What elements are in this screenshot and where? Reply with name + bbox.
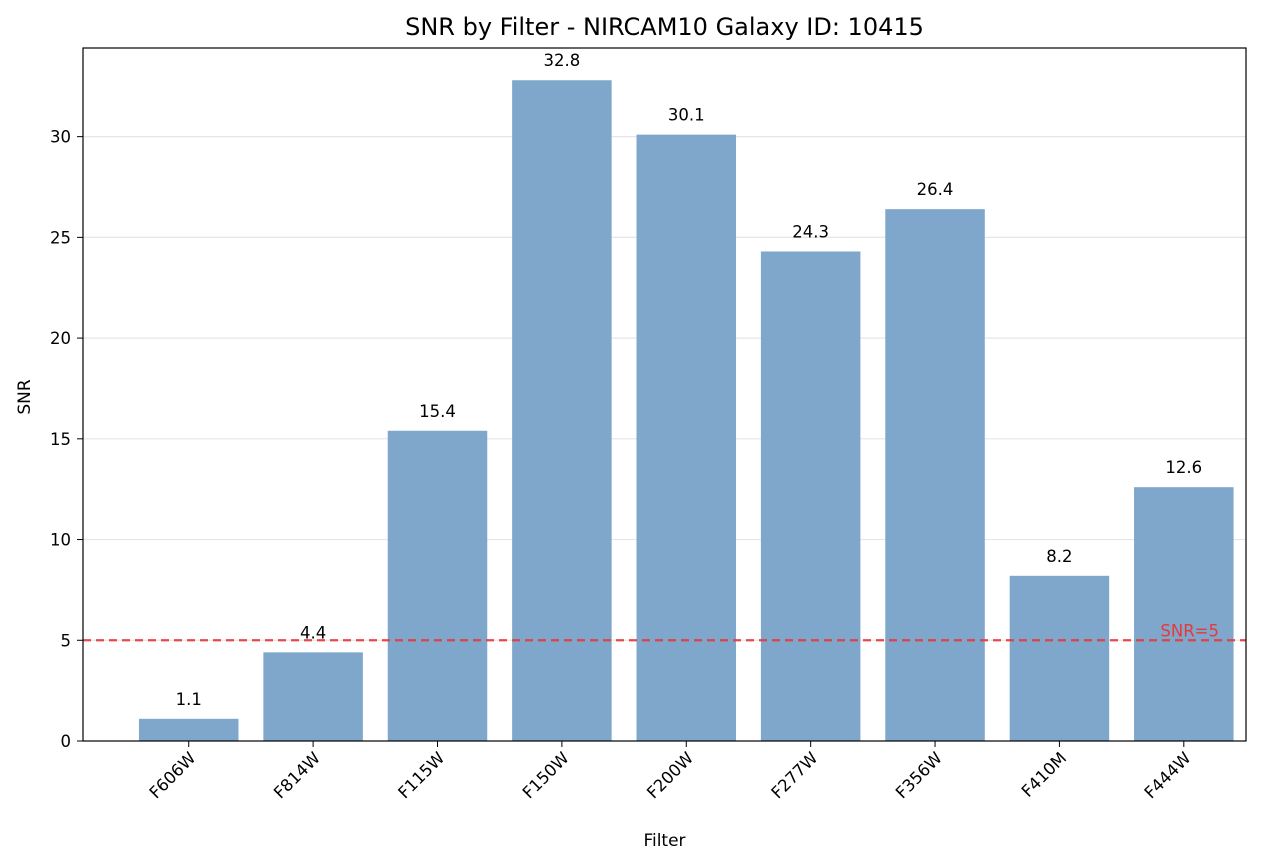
y-tick-label: 25 <box>50 228 71 247</box>
y-tick-label: 20 <box>50 329 71 348</box>
bar <box>1009 575 1110 741</box>
y-tick-label: 15 <box>50 430 71 449</box>
y-tick-label: 5 <box>61 631 72 650</box>
bar-data-label: 15.4 <box>419 402 456 421</box>
snr-threshold-label: SNR=5 <box>1160 621 1219 640</box>
data-labels: 1.1 4.4 15.4 32.8 30.1 24.3 26.4 8.2 12.6 <box>176 51 1203 709</box>
x-tick-label: F277W <box>768 748 822 802</box>
y-tick-label: 0 <box>61 732 72 751</box>
x-axis: F606W F814W F115W F150W F200W F277W F356W F410M… <box>146 741 1195 802</box>
bars <box>138 80 1234 742</box>
x-tick-label: F814W <box>270 748 324 802</box>
x-tick-label: F410M <box>1018 748 1070 800</box>
plot-frame <box>82 47 1247 742</box>
x-axis-label: Filter <box>643 831 685 851</box>
bar <box>138 718 239 741</box>
reference-line-group: SNR=5 <box>83 621 1246 642</box>
bar <box>885 209 985 742</box>
bar-data-label: 32.8 <box>544 51 581 70</box>
x-tick-label: F150W <box>519 748 573 802</box>
x-tick-label: F356W <box>892 748 946 802</box>
x-tick-label: F115W <box>394 748 448 802</box>
bar-data-label: 24.3 <box>792 222 829 241</box>
bar <box>263 652 363 741</box>
y-tick-label: 30 <box>50 128 71 147</box>
bar <box>387 430 488 741</box>
y-axis-label: SNR <box>15 379 35 415</box>
bar-data-label: 30.1 <box>668 106 705 125</box>
x-tick-label: F200W <box>643 748 697 802</box>
x-tick-label: F606W <box>146 748 200 802</box>
x-tick-label: F444W <box>1141 748 1195 802</box>
y-axis: 0 5 10 15 20 25 30 <box>50 128 83 751</box>
bar <box>512 80 612 742</box>
bar-data-label: 12.6 <box>1165 458 1202 477</box>
bar-data-label: 8.2 <box>1046 547 1072 566</box>
chart-title: SNR by Filter - NIRCAM10 Galaxy ID: 1041… <box>405 13 924 41</box>
bar-data-label: 1.1 <box>176 690 202 709</box>
bar <box>636 134 737 741</box>
bar <box>760 251 861 741</box>
bar-data-label: 26.4 <box>917 180 954 199</box>
bar <box>1134 487 1234 741</box>
bar-data-label: 4.4 <box>300 623 326 642</box>
y-tick-label: 10 <box>50 531 71 550</box>
